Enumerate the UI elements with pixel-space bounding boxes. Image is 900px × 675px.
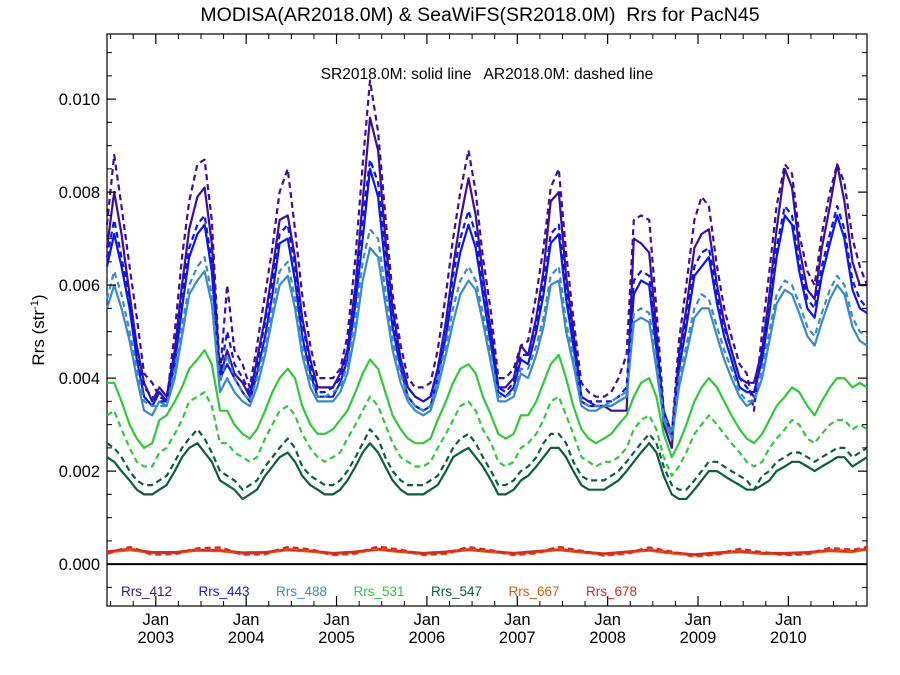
plot-frame [106,33,868,607]
x-tick-label-month: Jan [685,611,712,629]
x-tick-label-year: 2009 [680,629,717,647]
x-tick-label-year: 2004 [228,629,265,647]
legend-item-rrs_443: Rrs_443 [199,584,250,599]
series-line-rrs_531-solid [107,349,868,459]
y-tick-label: 0.010 [59,91,100,109]
series-line-rrs_443-solid [105,167,868,440]
legend-item-rrs_412: Rrs_412 [121,584,172,599]
series-line-rrs_678-dashed [106,545,868,557]
x-tick-label-year: 2006 [409,629,446,647]
x-tick-label-month: Jan [142,611,169,629]
y-axis-label: Rrs (str-1) [29,294,48,365]
series-line-rrs_547-solid [106,442,868,501]
legend-item-rrs_667: Rrs_667 [509,584,560,599]
chart-annotation: SR2018.0M: solid line AR2018.0M: dashed … [321,66,654,83]
series-layer [105,79,869,558]
y-tick-label: 0.002 [59,463,100,481]
series-line-rrs_488-solid [105,246,868,440]
y-tick-label: 0.008 [59,184,100,202]
y-tick-label: 0.004 [59,370,100,388]
x-tick-label-month: Jan [414,611,441,629]
x-tick-label-year: 2005 [318,629,355,647]
x-tick-label-year: 2003 [137,629,174,647]
series-line-rrs_443-dashed [105,158,868,435]
x-tick-label-month: Jan [594,611,621,629]
legend: Rrs_412 Rrs_443 Rrs_488 Rrs_531 Rrs_547 Rrs_6… [121,584,637,599]
y-axis-label-close: ) [29,294,48,300]
x-tick-label-month: Jan [323,611,350,629]
legend-item-rrs_678: Rrs_678 [586,584,637,599]
y-tick-label: 0.006 [59,277,100,295]
y-axis-label-main: Rrs (str [29,310,48,366]
series-line-rrs_531-dashed [106,391,868,477]
x-tick-label-month: Jan [775,611,802,629]
chart-title: MODISA(AR2018.0M) & SeaWiFS(SR2018.0M) R… [200,4,759,26]
legend-item-rrs_488: Rrs_488 [276,584,327,599]
y-tick-label: 0.000 [59,556,100,574]
x-tick-label-year: 2007 [499,629,536,647]
legend-item-rrs_531: Rrs_531 [354,584,405,599]
axes-layer: 0.0000.0020.0040.0060.0080.010Jan2003Jan… [59,34,867,647]
legend-item-rrs_547: Rrs_547 [431,584,482,599]
series-line-rrs_412-dashed [105,79,869,435]
x-tick-label-year: 2008 [589,629,626,647]
series-line-rrs_547-dashed [106,428,868,491]
y-axis-label-superscript: -1 [29,300,41,310]
x-tick-label-month: Jan [233,611,260,629]
x-tick-label-month: Jan [504,611,531,629]
x-tick-label-year: 2010 [770,629,807,647]
plot-area [106,33,868,607]
